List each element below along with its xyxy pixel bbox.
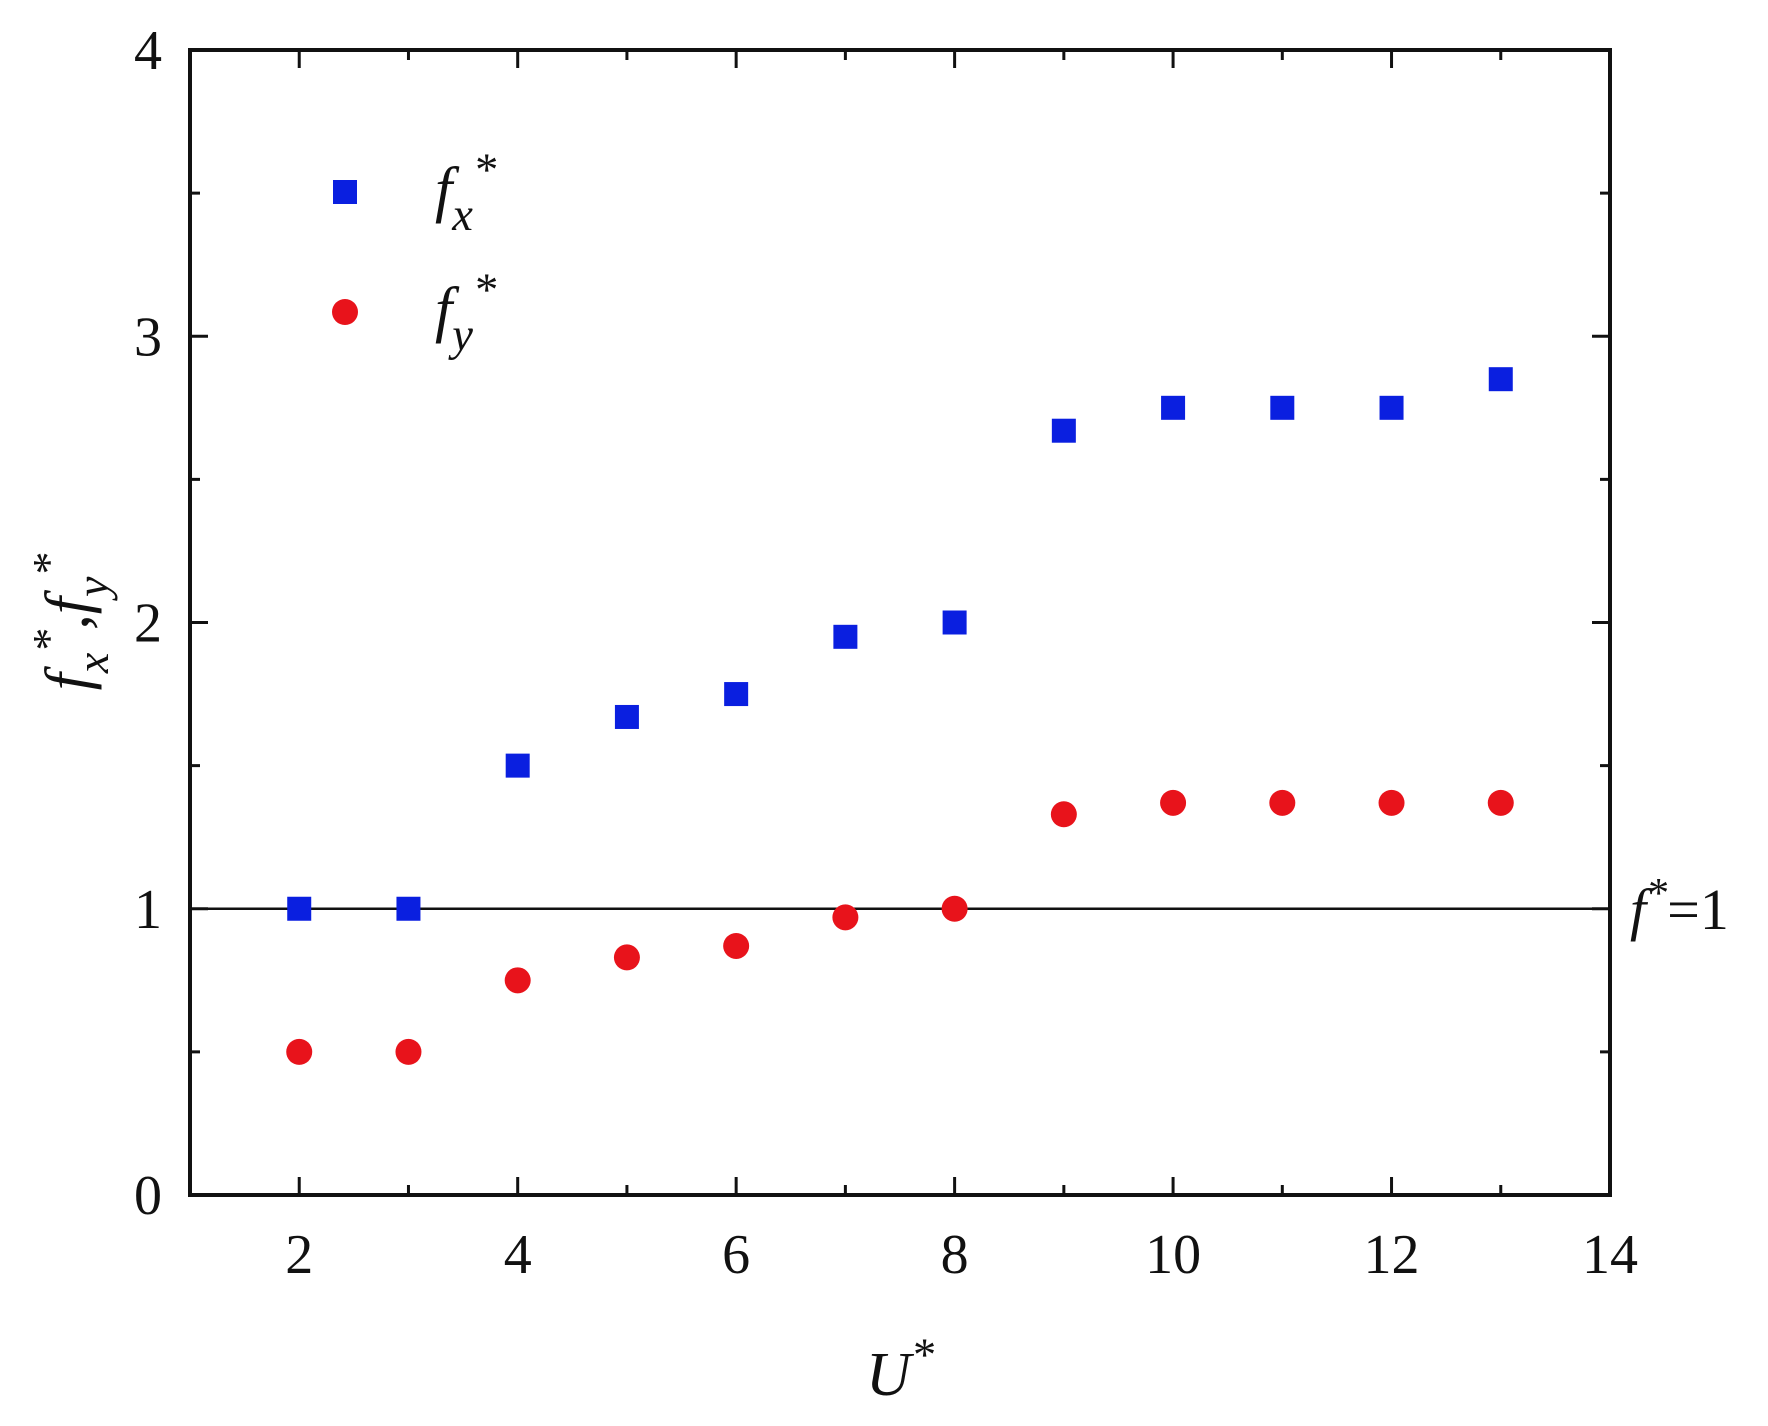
data-point-square (287, 896, 312, 921)
data-point-square (942, 610, 967, 635)
reference-line-label: f*=1 (1630, 871, 1729, 942)
data-point-square (1379, 395, 1404, 420)
data-point-square (614, 704, 639, 729)
x-tick-label: 6 (722, 1224, 750, 1286)
data-point-circle (723, 932, 750, 959)
data-point-circle (286, 1038, 313, 1065)
y-tick-label: 4 (134, 20, 162, 82)
data-point-circle (1160, 789, 1187, 816)
reference-line-group: f*=1 (190, 871, 1729, 942)
y-axis-label: fx*,fy* (23, 554, 118, 691)
y-axis-ticks: 0 1 2 3 4 (134, 20, 1610, 1227)
legend-label: fy* (435, 265, 497, 361)
legend-marker-square (333, 180, 357, 204)
x-axis-ticks: 2 4 6 8 10 12 14 (188, 50, 1638, 1286)
legend: fx* fy* (332, 145, 497, 361)
data-point-square (833, 624, 858, 649)
y-tick-label: 0 (134, 1165, 162, 1227)
plot-frame (188, 48, 1612, 1197)
data-point-square (505, 753, 530, 778)
data-point-circle (1487, 789, 1514, 816)
x-tick-label: 14 (1582, 1224, 1638, 1286)
data-point-circle (395, 1038, 422, 1065)
legend-marker-circle (332, 299, 358, 325)
series-fx (287, 367, 1513, 921)
data-point-circle (1378, 789, 1405, 816)
data-point-square (724, 682, 749, 707)
data-point-circle (832, 904, 859, 931)
legend-label: fx* (435, 145, 497, 241)
y-tick-label: 2 (134, 593, 162, 655)
data-point-square (1051, 418, 1076, 443)
x-axis-label: U* (866, 1330, 935, 1409)
data-point-square (1488, 367, 1513, 392)
series-fy (286, 789, 1514, 1065)
x-tick-label: 12 (1364, 1224, 1420, 1286)
x-tick-label: 10 (1145, 1224, 1201, 1286)
x-tick-label: 2 (285, 1224, 313, 1286)
y-tick-label: 3 (134, 306, 162, 368)
data-point-circle (504, 967, 531, 994)
x-tick-label: 4 (504, 1224, 532, 1286)
data-point-circle (941, 895, 968, 922)
x-tick-label: 8 (941, 1224, 969, 1286)
data-point-circle (1269, 789, 1296, 816)
data-point-square (396, 896, 421, 921)
data-point-square (1161, 395, 1186, 420)
y-tick-label: 1 (134, 879, 162, 941)
data-series (286, 367, 1514, 1065)
data-point-circle (1050, 801, 1077, 828)
data-point-circle (613, 944, 640, 971)
data-point-square (1270, 395, 1295, 420)
